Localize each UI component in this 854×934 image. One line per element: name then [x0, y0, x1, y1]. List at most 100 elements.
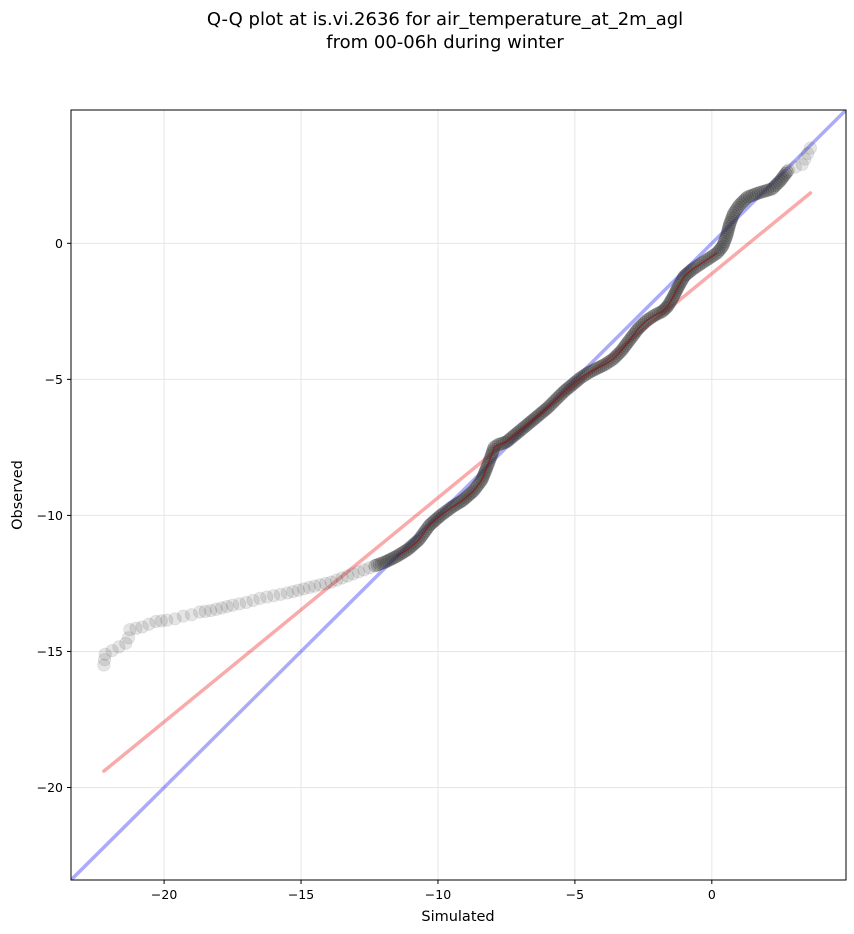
qq-point — [176, 609, 190, 623]
x-tick-label: −20 — [151, 887, 177, 902]
qq-point — [220, 599, 234, 614]
qq-point — [731, 200, 745, 214]
qq-point — [716, 237, 731, 251]
qq-point — [381, 554, 395, 568]
qq-point — [273, 587, 288, 601]
qq-point — [747, 188, 761, 202]
qq-point — [374, 556, 389, 570]
qq-point — [745, 188, 759, 203]
qq-point — [346, 567, 360, 581]
qq-point — [168, 612, 182, 626]
qq-point — [313, 578, 327, 592]
qq-point — [362, 561, 377, 575]
qq-point — [184, 608, 199, 622]
qq-point — [717, 235, 732, 249]
y-axis-label: Observed — [10, 460, 26, 530]
qq-point — [357, 563, 371, 577]
qq-point — [193, 605, 207, 619]
qq-point — [215, 601, 229, 615]
qq-point — [773, 174, 787, 188]
y-tick-label: −10 — [37, 508, 63, 523]
qq-point — [135, 620, 149, 634]
qq-point — [98, 647, 112, 661]
qq-point — [154, 614, 168, 628]
qq-point — [742, 189, 757, 203]
qq-point — [795, 157, 809, 172]
qq-point — [280, 586, 294, 600]
y-tick-label: 0 — [55, 236, 63, 251]
qq-point — [763, 182, 777, 197]
qq-point — [767, 180, 781, 194]
qq-point — [754, 185, 768, 199]
qq-point — [735, 195, 750, 209]
qq-point — [209, 602, 223, 616]
qq-point — [737, 193, 751, 207]
qq-point — [751, 186, 765, 200]
x-tick-label: −5 — [566, 887, 584, 902]
qq-point — [239, 595, 253, 610]
x-tick-label: −10 — [425, 887, 451, 902]
fit-line — [102, 191, 813, 773]
qq-point — [749, 187, 763, 201]
qq-point — [720, 226, 735, 240]
qq-point — [121, 631, 136, 645]
qq-point — [718, 232, 732, 247]
plot-frame — [70, 109, 847, 881]
qq-point — [390, 549, 404, 563]
qq-point — [775, 172, 789, 186]
qq-point — [732, 198, 746, 212]
qq-point — [351, 565, 366, 579]
qq-point — [372, 557, 386, 571]
x-axis-label: Simulated — [421, 909, 494, 925]
qq-point — [267, 589, 281, 603]
qq-point — [297, 582, 311, 596]
qq-point — [722, 219, 736, 234]
qq-point — [721, 222, 736, 236]
chart-subtitle: from 00-06h during winter — [326, 32, 564, 53]
qq-point — [232, 597, 247, 611]
qq-point — [777, 168, 791, 182]
qq-point — [781, 163, 796, 177]
qq-point — [129, 621, 143, 635]
qq-point — [723, 215, 738, 229]
qq-point — [739, 192, 753, 206]
qq-point — [246, 593, 260, 608]
qq-point — [714, 241, 729, 255]
qq-point — [160, 613, 174, 627]
qq-point — [788, 160, 802, 174]
qq-point — [370, 558, 384, 572]
qq-point — [729, 202, 744, 216]
qq-point — [721, 224, 735, 238]
x-tick-label: −15 — [288, 887, 314, 902]
qq-point — [204, 604, 218, 618]
qq-point — [727, 206, 741, 220]
chart-title: Q-Q plot at is.vi.2636 for air_temperatu… — [207, 9, 683, 30]
qq-point — [112, 640, 126, 654]
qq-point — [801, 146, 815, 161]
plot-data — [71, 110, 846, 880]
qq-point — [740, 190, 755, 204]
one-to-one-line — [71, 110, 846, 880]
qq-point — [286, 584, 300, 599]
qq-point — [388, 550, 402, 564]
qq-point — [716, 239, 730, 253]
qq-point — [776, 170, 790, 184]
qq-point — [105, 643, 119, 658]
qq-point — [386, 551, 400, 565]
qq-point — [198, 604, 212, 618]
qq-point — [772, 175, 786, 189]
qq-point — [302, 580, 316, 595]
y-tick-label: −15 — [37, 644, 63, 659]
qq-point — [379, 555, 393, 569]
qq-point — [368, 559, 382, 573]
qq-point — [719, 230, 733, 244]
x-tick-label: 0 — [708, 887, 716, 902]
qq-point — [308, 579, 322, 593]
qq-point — [97, 658, 111, 672]
x-axis-ticks: −20 −15 −10 −5 0 — [151, 880, 716, 902]
qq-point — [770, 177, 784, 191]
qq-point — [291, 583, 305, 597]
qq-point — [758, 184, 772, 198]
qq-point — [253, 591, 267, 605]
